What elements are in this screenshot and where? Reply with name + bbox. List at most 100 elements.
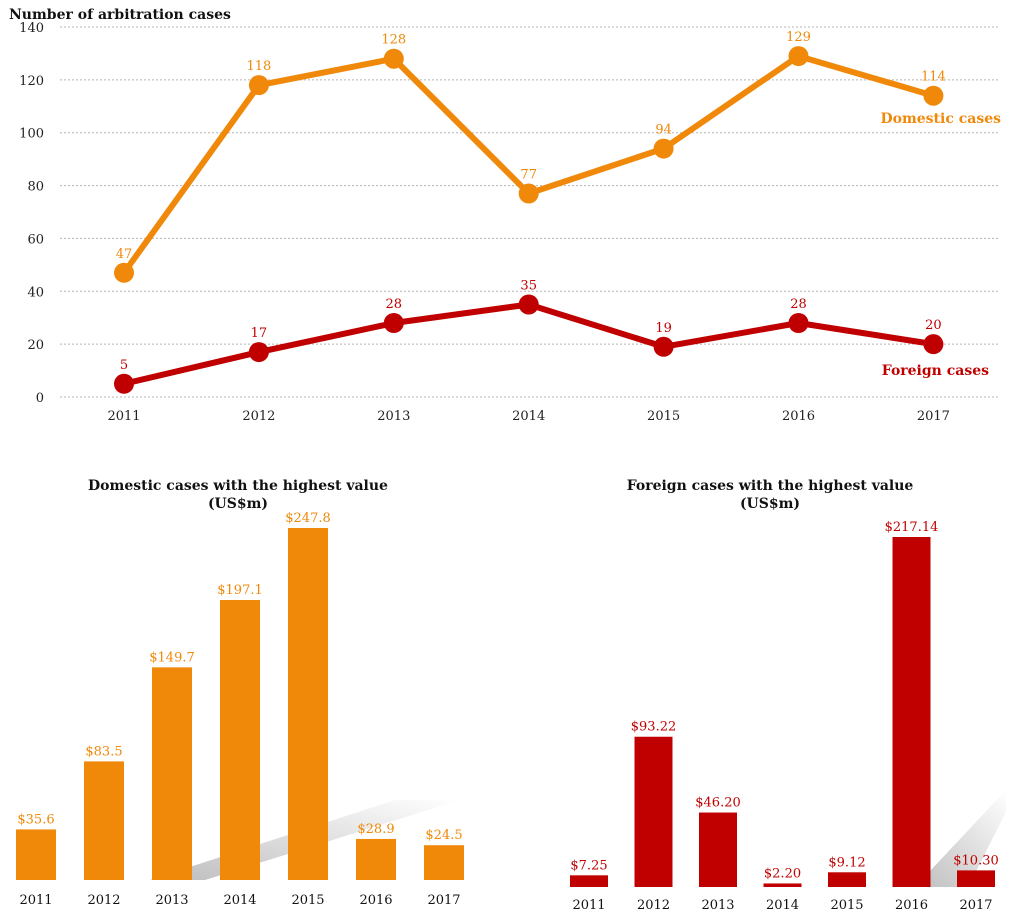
bar-x-tick-label: 2011 xyxy=(572,898,605,911)
bar-value-label: $35.6 xyxy=(17,812,54,827)
data-label: 118 xyxy=(246,59,271,74)
bar-value-label: $197.1 xyxy=(217,583,263,598)
bar-x-tick-label: 2017 xyxy=(427,893,460,908)
y-tick-label: 120 xyxy=(19,74,44,89)
x-tick-label: 2014 xyxy=(512,409,545,424)
data-label: 129 xyxy=(786,30,811,45)
line-chart-y-ticks: 0 20 40 60 80 100 120 140 xyxy=(19,21,44,406)
y-tick-label: 20 xyxy=(27,338,44,353)
bar xyxy=(220,600,260,880)
data-label: 128 xyxy=(381,33,406,48)
data-label: 47 xyxy=(116,247,133,262)
bar-x-tick-label: 2016 xyxy=(895,898,928,911)
x-tick-label: 2017 xyxy=(917,409,950,424)
y-tick-label: 0 xyxy=(36,391,44,406)
decorative-shadow xyxy=(915,790,1006,887)
data-label: 94 xyxy=(655,123,672,138)
bar-x-tick-label: 2015 xyxy=(830,898,863,911)
bar-x-tick-label: 2012 xyxy=(87,893,120,908)
bar xyxy=(84,761,124,880)
bar-x-tick-label: 2013 xyxy=(701,898,734,911)
bar xyxy=(356,838,396,880)
bar-x-tick-label: 2013 xyxy=(155,893,188,908)
bar-x-tick-label: 2016 xyxy=(359,893,392,908)
x-tick-label: 2012 xyxy=(242,409,275,424)
bar-x-tick-label: 2015 xyxy=(291,893,324,908)
bar-value-label: $10.30 xyxy=(953,853,999,868)
foreign-bar-shadows xyxy=(915,790,1006,887)
x-tick-label: 2016 xyxy=(782,409,815,424)
bar-x-tick-label: 2014 xyxy=(223,893,256,908)
line-chart-series: 47 118 128 77 94 129 114 5 17 28 35 19 28 20 xyxy=(114,30,946,394)
data-point xyxy=(518,183,539,204)
bar xyxy=(957,870,995,887)
bar-x-tick-label: 2012 xyxy=(637,898,670,911)
bar-value-label: $93.22 xyxy=(631,720,677,735)
bar-value-label: $28.9 xyxy=(357,822,394,837)
domestic-bars: $35.6 2011 $83.5 2012 $149.7 2013 $197.1 2014 $2… xyxy=(16,511,464,908)
line-chart-title: Number of arbitration cases xyxy=(9,7,231,23)
bar xyxy=(699,812,737,887)
data-point xyxy=(653,336,674,357)
data-point xyxy=(788,46,809,67)
bar-value-label: $247.8 xyxy=(285,511,331,526)
line-chart-grid xyxy=(60,26,1000,398)
bar xyxy=(152,667,192,880)
bar xyxy=(424,845,464,880)
x-tick-label: 2011 xyxy=(107,409,140,424)
data-label: 28 xyxy=(386,297,403,312)
bar-value-label: $2.20 xyxy=(764,866,801,881)
data-point xyxy=(383,48,404,69)
data-label: 35 xyxy=(520,279,537,294)
bar-value-label: $149.7 xyxy=(149,650,195,665)
bar-value-label: $217.14 xyxy=(885,520,939,535)
series-name-foreign: Foreign cases xyxy=(882,363,989,379)
data-point xyxy=(248,342,269,363)
bar-value-label: $24.5 xyxy=(425,828,462,843)
data-point xyxy=(518,294,539,315)
data-label: 77 xyxy=(520,168,537,183)
x-tick-label: 2013 xyxy=(377,409,410,424)
y-tick-label: 100 xyxy=(19,127,44,142)
bar xyxy=(570,875,608,887)
line-chart-x-ticks: 2011 2012 2013 2014 2015 2016 2017 xyxy=(107,409,949,424)
bar xyxy=(828,872,866,887)
data-point xyxy=(788,313,809,333)
series-line-domestic xyxy=(121,53,937,276)
bar-value-label: $83.5 xyxy=(85,744,122,759)
bar-value-label: $46.20 xyxy=(695,796,741,811)
data-label: 19 xyxy=(655,321,672,336)
data-label: 28 xyxy=(790,297,807,312)
domestic-bar-chart: Domestic cases with the highest value (U… xyxy=(16,478,464,908)
data-label: 20 xyxy=(925,318,942,333)
y-tick-label: 60 xyxy=(27,232,44,247)
domestic-bar-chart-title: Domestic cases with the highest value xyxy=(88,478,388,494)
bar-value-label: $7.25 xyxy=(570,858,607,873)
line-chart: Number of arbitration cases 0 20 40 60 80 100… xyxy=(9,7,1001,424)
data-point xyxy=(653,138,674,159)
y-tick-label: 40 xyxy=(27,285,44,300)
data-point xyxy=(923,334,944,355)
data-point xyxy=(923,85,944,106)
foreign-bar-chart-subtitle: (US$m) xyxy=(740,496,800,512)
foreign-bars: $7.25 2011 $93.22 2012 $46.20 2013 $2.20 2014 $9… xyxy=(570,520,999,911)
data-point xyxy=(114,373,134,394)
x-tick-label: 2015 xyxy=(647,409,680,424)
series-name-domestic: Domestic cases xyxy=(880,111,1001,127)
foreign-bar-chart: Foreign cases with the highest value (US… xyxy=(570,478,1006,911)
data-point xyxy=(383,313,404,333)
bar xyxy=(634,736,673,887)
bar-x-tick-label: 2017 xyxy=(959,898,992,911)
y-tick-label: 140 xyxy=(19,21,44,36)
bar-x-tick-label: 2014 xyxy=(766,898,799,911)
bar-value-label: $9.12 xyxy=(828,855,865,870)
bar xyxy=(892,537,931,887)
bar-x-tick-label: 2011 xyxy=(19,893,52,908)
data-label: 5 xyxy=(120,358,128,373)
bar xyxy=(16,829,56,880)
bar xyxy=(763,883,802,887)
data-point xyxy=(114,262,134,283)
data-point xyxy=(248,75,269,96)
foreign-bar-chart-title: Foreign cases with the highest value xyxy=(627,478,914,494)
